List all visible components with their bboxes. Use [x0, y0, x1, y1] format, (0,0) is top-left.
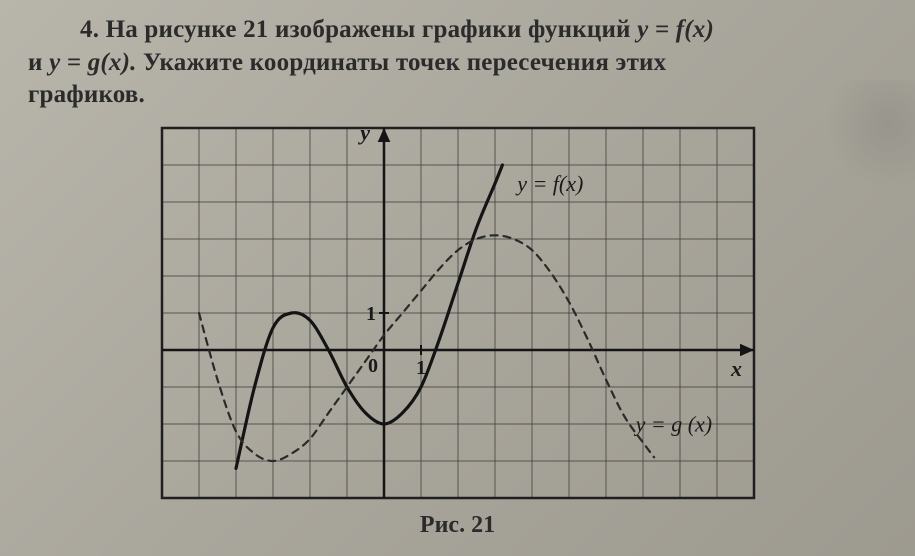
- function-chart: 011yxy = f(x)y = g (x): [152, 118, 764, 508]
- svg-text:y = f(x): y = f(x): [515, 170, 583, 195]
- svg-text:x: x: [730, 356, 742, 381]
- figure-caption: Рис. 21: [28, 512, 887, 539]
- svg-text:1: 1: [366, 303, 376, 325]
- problem-text: 4. На рисунке 21 изображены графики функ…: [28, 14, 887, 112]
- chart-container: 011yxy = f(x)y = g (x) Рис. 21: [28, 118, 887, 539]
- svg-text:0: 0: [368, 355, 378, 377]
- svg-text:y: y: [357, 120, 370, 145]
- svg-text:y = g (x): y = g (x): [633, 411, 712, 436]
- fn-f: y = f(x): [637, 16, 714, 43]
- fn-g: y = g(x).: [49, 49, 137, 76]
- problem-number: 4.: [80, 16, 99, 43]
